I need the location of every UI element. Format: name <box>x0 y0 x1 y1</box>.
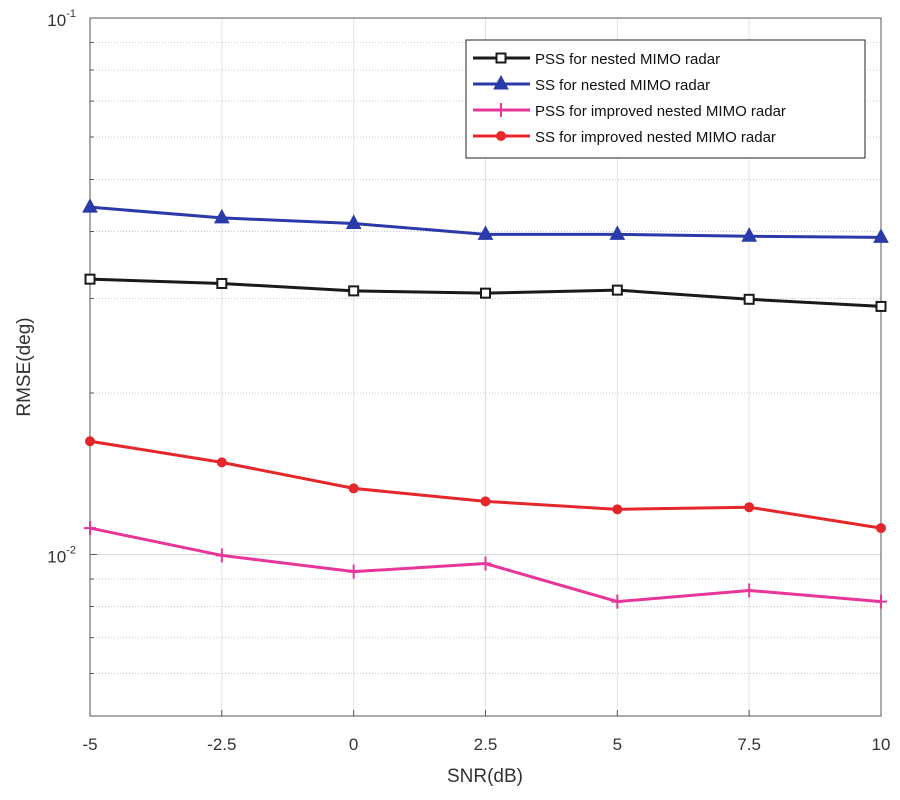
triangle-marker <box>873 228 889 243</box>
x-tick-label: 7.5 <box>737 735 761 754</box>
y-axis-label: RMSE(deg) <box>14 317 35 416</box>
triangle-marker <box>609 225 626 240</box>
circle-marker <box>496 131 506 141</box>
series-1 <box>82 198 889 243</box>
legend-label: SS for improved nested MIMO radar <box>535 129 776 146</box>
x-axis-label: SNR(dB) <box>447 766 523 787</box>
square-marker <box>84 273 96 285</box>
square-marker <box>348 285 360 297</box>
legend-label: PSS for improved nested MIMO radar <box>535 103 786 120</box>
triangle-marker <box>493 74 509 90</box>
y-tick-label: 10-1 <box>47 8 76 30</box>
square-marker <box>495 52 507 64</box>
x-tick-label: 2.5 <box>474 735 498 754</box>
y-tick-label: 10-2 <box>47 544 76 566</box>
x-tick-label: 10 <box>872 735 891 754</box>
x-tick-label: -2.5 <box>207 735 236 754</box>
triangle-marker <box>477 225 494 240</box>
square-marker <box>480 287 491 299</box>
circle-marker <box>612 504 623 515</box>
series-2 <box>84 521 887 609</box>
triangle-marker <box>741 227 758 242</box>
square-marker <box>875 300 887 312</box>
legend-label: SS for nested MIMO radar <box>535 77 710 94</box>
legend-box <box>465 39 866 159</box>
circle-marker <box>480 496 491 507</box>
square-marker <box>611 284 623 296</box>
circle-marker <box>216 457 227 468</box>
legend: PSS for nested MIMO radar SS for nested M… <box>465 39 866 159</box>
x-tick-label: 5 <box>613 735 622 754</box>
x-tick-label: -5 <box>82 735 97 754</box>
axis-ticks: -5 -2.5 0 2.5 5 7.5 10 10-2 10-1 <box>47 8 890 754</box>
series-3 <box>85 436 886 534</box>
circle-marker <box>348 483 359 494</box>
x-tick-label: 0 <box>349 735 358 754</box>
circle-marker <box>85 436 95 447</box>
circle-marker <box>744 502 755 513</box>
triangle-marker <box>82 198 98 213</box>
square-marker <box>743 293 755 305</box>
triangle-marker <box>345 214 362 229</box>
legend-label: PSS for nested MIMO radar <box>535 51 720 68</box>
triangle-marker <box>213 208 230 224</box>
series-0 <box>84 273 887 312</box>
series-group <box>82 198 889 609</box>
circle-marker <box>876 523 886 534</box>
square-marker <box>216 277 228 289</box>
